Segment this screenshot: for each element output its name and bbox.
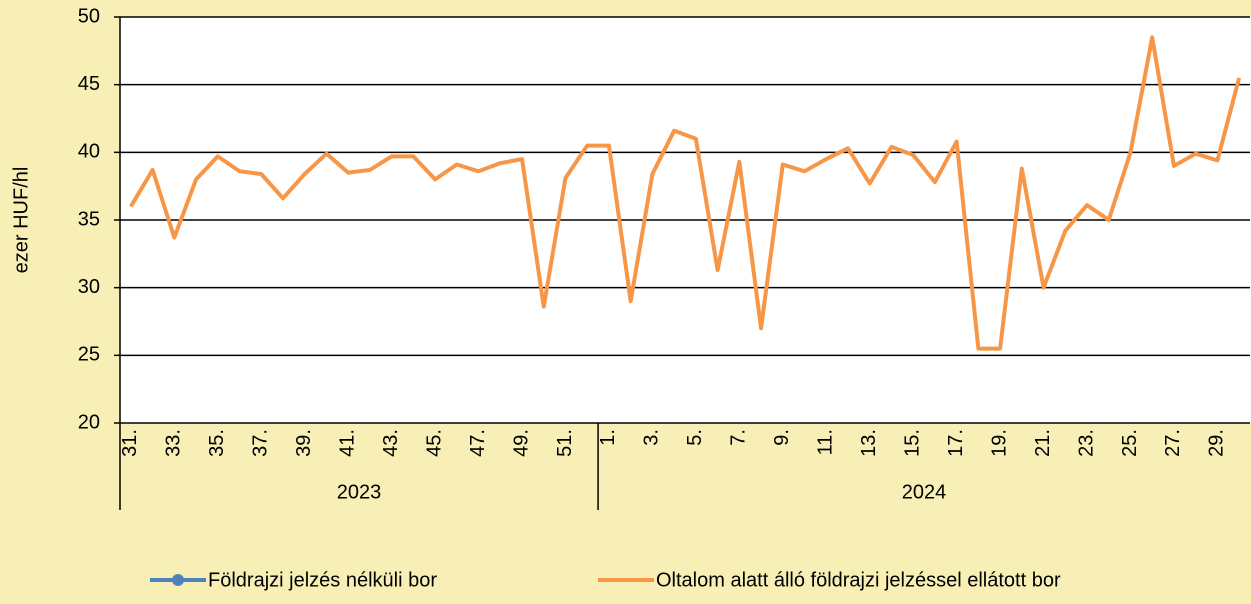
y-tick-label: 35 [78,208,100,230]
x-group-label: 2024 [902,481,947,503]
x-tick-label: 11. [815,429,837,455]
x-tick-label: 7. [728,429,750,446]
x-tick-label: 17. [945,429,967,457]
x-tick-label: 9. [771,429,793,446]
x-tick-label: 51. [554,429,576,457]
legend-label: Oltalom alatt álló földrajzi jelzéssel e… [656,569,1061,591]
x-tick-label: 47. [467,429,489,457]
x-tick-label: 37. [250,429,272,457]
x-tick-label: 15. [901,429,923,457]
x-tick-label: 41. [336,429,358,457]
x-tick-label: 49. [510,429,532,457]
x-tick-label: 21. [1032,429,1054,457]
x-tick-label: 3. [641,429,663,446]
x-tick-label: 35. [206,429,228,457]
x-tick-label: 19. [988,429,1010,457]
x-tick-label: 39. [293,429,315,457]
y-axis-title: ezer HUF/hl [10,167,32,274]
y-tick-label: 45 [78,73,100,95]
x-tick-label: 29. [1206,429,1228,457]
x-tick-label: 27. [1162,429,1184,457]
series-line [129,35,1242,351]
y-tick-label: 50 [78,5,100,27]
x-tick-label: 13. [858,429,880,457]
x-tick-label: 33. [163,429,185,457]
x-tick-label: 31. [119,429,141,457]
y-tick-label: 30 [78,276,100,298]
x-tick-label: 43. [380,429,402,457]
x-tick-label: 1. [597,429,619,446]
x-group-label: 2023 [337,481,382,503]
x-tick-label: 5. [684,429,706,446]
x-tick-label: 23. [1075,429,1097,457]
y-tick-label: 20 [78,411,100,433]
x-tick-label: 25. [1119,429,1141,457]
legend-marker [172,574,184,586]
x-tick-label: 45. [423,429,445,457]
y-tick-label: 25 [78,344,100,366]
y-tick-label: 40 [78,141,100,163]
legend-label: Földrajzi jelzés nélküli bor [208,569,437,591]
